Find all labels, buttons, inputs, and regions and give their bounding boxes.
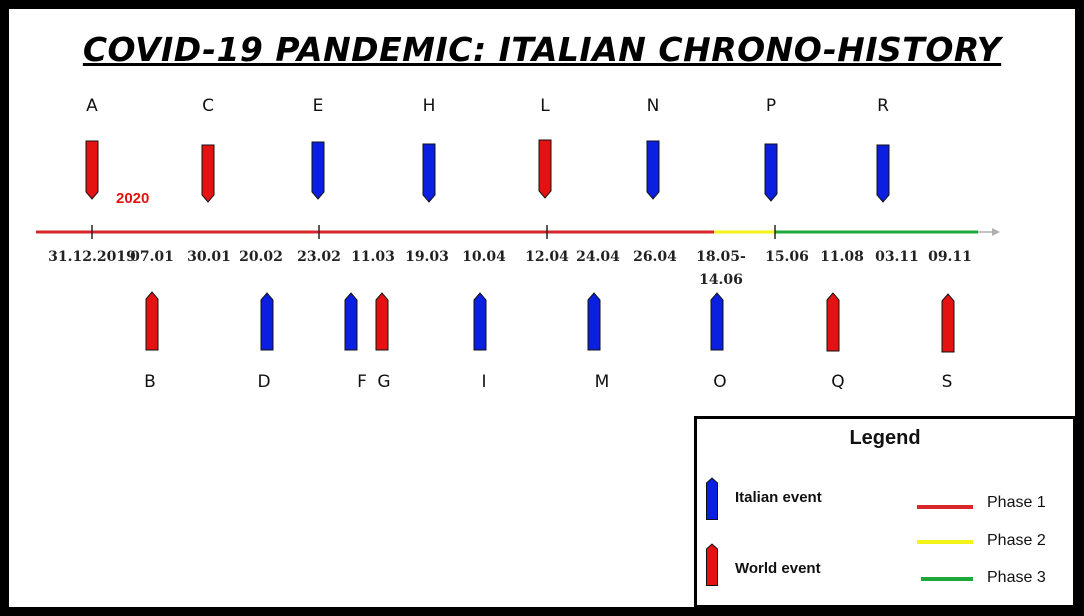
world-event-swatch <box>706 543 718 586</box>
event-label: N <box>647 96 660 116</box>
world-event-label: World event <box>735 560 821 577</box>
event-label: L <box>540 96 550 116</box>
event-label: O <box>713 372 726 392</box>
event-label: D <box>257 372 270 392</box>
date-label: 03.11 <box>875 249 919 265</box>
date-label: 15.06 <box>765 249 809 265</box>
event-marker-q <box>826 292 840 352</box>
event-marker-g <box>375 292 389 351</box>
date-label: 20.02 <box>239 249 283 265</box>
italian-event-label: Italian event <box>735 489 822 506</box>
date-label: 12.04 <box>525 249 569 265</box>
event-marker-o <box>710 292 724 351</box>
phase1-label: Phase 1 <box>987 494 1046 511</box>
event-marker-b <box>145 291 159 351</box>
date-label: 11.08 <box>820 249 864 265</box>
event-marker-n <box>646 140 660 200</box>
event-label: Q <box>831 372 844 392</box>
legend-title: Legend <box>849 427 921 449</box>
event-label: S <box>942 372 953 392</box>
event-marker-f <box>344 292 358 351</box>
event-label: G <box>377 372 390 392</box>
phase2-label: Phase 2 <box>987 532 1046 549</box>
year-label: 2020 <box>116 190 149 207</box>
date-label: 10.04 <box>462 249 506 265</box>
event-label: C <box>202 96 214 116</box>
date-label: 30.01 <box>187 249 231 265</box>
date-label: 24.04 <box>576 249 620 265</box>
event-label: I <box>481 372 486 392</box>
date-label: 23.02 <box>297 249 341 265</box>
event-label: M <box>595 372 610 392</box>
event-markers <box>85 139 955 353</box>
date-label: 31.12.2019 <box>48 249 136 265</box>
event-marker-p <box>764 143 778 202</box>
phase3-label: Phase 3 <box>987 569 1046 586</box>
event-label: E <box>313 96 324 116</box>
event-label: A <box>86 96 98 116</box>
date-label: 14.06 <box>699 272 743 288</box>
legend-box: Legend Italian event World event Phase 1… <box>694 416 1076 608</box>
event-marker-r <box>876 144 890 203</box>
date-label: 19.03 <box>405 249 449 265</box>
date-label: 11.03 <box>351 249 395 265</box>
event-marker-a <box>85 140 99 200</box>
event-marker-m <box>587 292 601 351</box>
date-label: 18.05- <box>696 249 746 265</box>
italian-event-swatch <box>706 477 718 520</box>
event-marker-h <box>422 143 436 203</box>
date-label: 07.01 <box>130 249 174 265</box>
event-marker-c <box>201 144 215 203</box>
event-marker-s <box>941 293 955 353</box>
date-label: 09.11 <box>928 249 972 265</box>
event-marker-l <box>538 139 552 199</box>
event-marker-d <box>260 292 274 351</box>
date-label: 26.04 <box>633 249 677 265</box>
event-marker-e <box>311 141 325 200</box>
event-label: P <box>766 96 776 116</box>
event-marker-i <box>473 292 487 351</box>
event-label: R <box>877 96 889 116</box>
phase1-swatch <box>917 505 973 509</box>
phase3-swatch <box>921 577 973 581</box>
event-label: H <box>423 96 436 116</box>
event-label: B <box>144 372 156 392</box>
figure-title: COVID-19 PANDEMIC: ITALIAN CHRONO-HISTOR… <box>82 30 1002 69</box>
event-label: F <box>357 372 367 392</box>
timeline <box>36 225 1000 239</box>
phase2-swatch <box>917 540 973 544</box>
timeline-arrowhead <box>992 228 1000 236</box>
